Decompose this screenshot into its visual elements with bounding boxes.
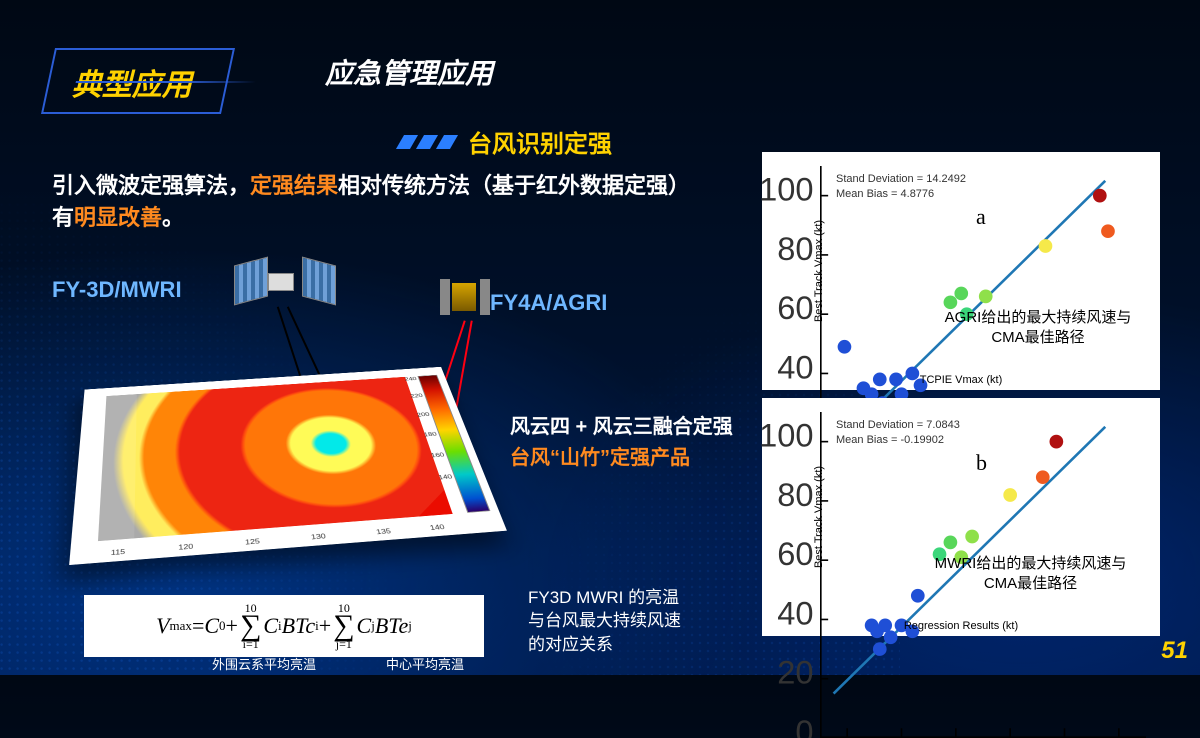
typhoon-map-image [98, 377, 453, 541]
typhoon-map: 240 220 200 180 160 140 115 120 125 130 … [69, 367, 507, 565]
formula-sub-label-1: 外围云系平均亮温 [212, 654, 316, 673]
intro-p1: 引入微波定强算法， [52, 173, 250, 198]
chart-a-caption: AGRI给出的最大持续风速与 CMA最佳路径 [938, 308, 1138, 347]
satellite-label-fy3d: FY-3D/MWRI [52, 277, 182, 303]
chart-b-caption: MWRI给出的最大持续风速与 CMA最佳路径 [923, 554, 1138, 593]
fusion-text: 风云四 + 风云三融合定强 台风“山竹”定强产品 [510, 412, 733, 474]
intro-em1: 定强结果 [250, 173, 338, 198]
colorbar-tick: 160 [430, 452, 445, 459]
map-xtick: 120 [178, 543, 193, 552]
colorbar-tick: 180 [423, 431, 438, 438]
scatter-chart-a: Best Track Vmax (kt) Stand Deviation = 1… [762, 152, 1160, 390]
sigma-2: 10∑j=1 [333, 602, 354, 650]
intro-text: 引入微波定强算法，定强结果相对传统方法（基于红外数据定强）有明显改善。 [52, 170, 682, 234]
satellite-label-fy4a: FY4A/AGRI [490, 290, 607, 316]
formula-lhs-sub: max [170, 618, 192, 634]
svg-text:100: 100 [759, 417, 813, 454]
svg-text:20: 20 [777, 654, 813, 691]
map-xtick: 140 [429, 523, 446, 531]
intro-p3: 。 [162, 205, 184, 230]
formula-description: FY3D MWRI 的亮温 与台风最大持续风速 的对应关系 [528, 586, 681, 657]
svg-text:20: 20 [829, 734, 865, 738]
fusion-line2: 台风“山竹”定强产品 [510, 443, 733, 474]
title-box: 典型应用 [41, 48, 235, 114]
satellite-icon-fy3d [240, 255, 330, 310]
svg-text:120: 120 [1092, 734, 1146, 738]
colorbar-tick: 140 [438, 473, 454, 480]
sigma-1: 10∑i=1 [240, 602, 261, 650]
slash-decor [400, 135, 454, 149]
formula-eq: = [192, 613, 204, 639]
formula-plus2: + [319, 613, 331, 639]
slide-title: 典型应用 [72, 60, 192, 104]
svg-text:0: 0 [795, 713, 813, 738]
svg-text:100: 100 [759, 171, 813, 208]
svg-text:60: 60 [938, 734, 974, 738]
chart-a-xlabel: TCPIE Vmax (kt) [762, 374, 1160, 386]
satellite-icon-fy4a [440, 275, 490, 323]
section-heading-text: 台风识别定强 [468, 124, 612, 159]
page-number: 51 [1161, 637, 1188, 665]
svg-text:100: 100 [1037, 734, 1091, 738]
svg-text:60: 60 [777, 289, 813, 326]
svg-text:40: 40 [883, 734, 919, 738]
map-xtick: 135 [375, 528, 391, 536]
svg-text:80: 80 [777, 230, 813, 267]
chart-b-xlabel: Regression Results (kt) [762, 620, 1160, 632]
svg-text:80: 80 [777, 476, 813, 513]
colorbar-tick: 240 [404, 376, 418, 382]
formula-lhs: V [156, 613, 169, 639]
slide-subtitle: 应急管理应用 [325, 52, 493, 92]
map-xtick: 125 [245, 538, 261, 547]
formula-box: Vmax = C0 + 10∑i=1 Ci BTci + 10∑j=1 Cj B… [84, 595, 484, 657]
colorbar-tick: 220 [410, 393, 424, 399]
formula-sub-label-2: 中心平均亮温 [386, 654, 464, 673]
svg-text:60: 60 [777, 535, 813, 572]
section-heading: 台风识别定强 [400, 124, 612, 159]
svg-text:80: 80 [992, 734, 1028, 738]
fusion-line1: 风云四 + 风云三融合定强 [510, 412, 733, 443]
colorbar-tick: 200 [416, 412, 430, 418]
formula-plus1: + [226, 613, 238, 639]
intro-em2: 明显改善 [74, 205, 162, 230]
map-xtick: 130 [310, 533, 326, 541]
formula-c0: C [204, 613, 219, 639]
scatter-chart-b: Best Track Vmax (kt) Stand Deviation = 7… [762, 398, 1160, 636]
map-xtick: 115 [111, 548, 126, 557]
